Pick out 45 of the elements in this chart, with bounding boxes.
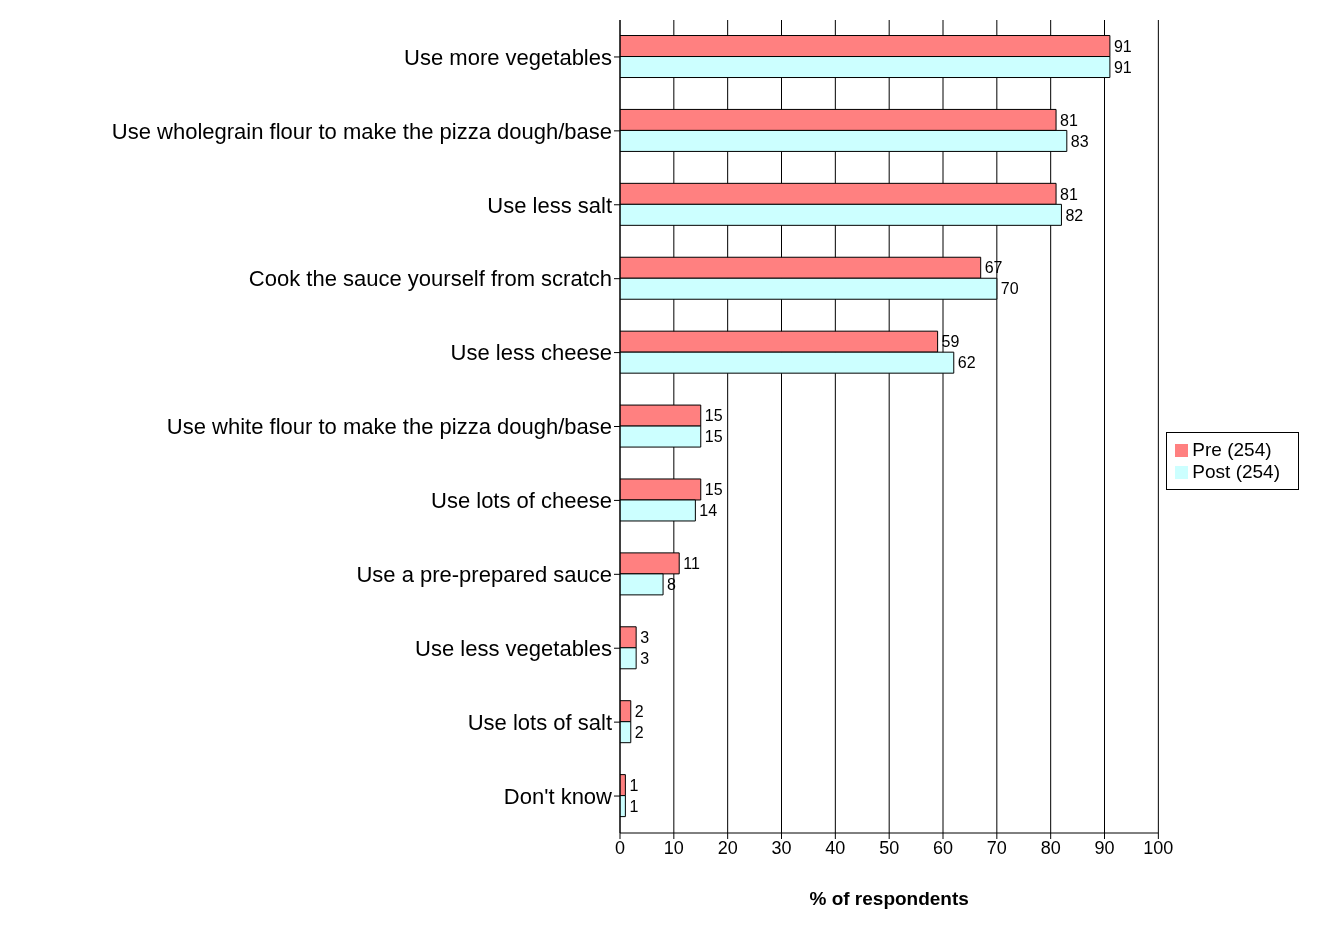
legend-label: Pre (254): [1192, 438, 1272, 460]
data-label: 11: [683, 555, 700, 573]
y-tick-label: Use white flour to make the pizza dough/base: [166, 414, 612, 440]
data-label: 14: [699, 502, 718, 520]
data-label: 1: [629, 797, 639, 815]
data-label: 3: [640, 628, 650, 646]
x-tick-label: 20: [717, 837, 738, 858]
x-tick-label: 10: [663, 837, 684, 858]
y-tick-label: Use lots of cheese: [431, 488, 612, 514]
y-tick-label: Use a pre-prepared sauce: [356, 562, 612, 588]
y-tick-label: Use less salt: [487, 192, 612, 218]
y-tick-label: Don't know: [503, 783, 613, 809]
x-tick-label: 80: [1040, 837, 1061, 858]
data-label: 82: [1065, 206, 1084, 224]
data-label: 15: [704, 407, 723, 425]
data-label: 70: [1000, 280, 1019, 298]
legend-label: Post (254): [1192, 460, 1280, 482]
x-tick-label: 50: [879, 837, 900, 858]
x-tick-label: 60: [932, 837, 954, 858]
x-tick-label: 70: [986, 837, 1007, 858]
data-label: 91: [1113, 58, 1132, 76]
data-label: 81: [1060, 185, 1078, 203]
x-tick-label: 40: [825, 837, 846, 858]
data-label: 2: [634, 702, 644, 720]
y-tick-label: Use more vegetables: [404, 44, 612, 70]
x-tick-label: 0: [614, 837, 626, 858]
y-tick-label: Use wholegrain flour to make the pizza dough/base: [111, 118, 612, 144]
x-tick-label: 90: [1094, 837, 1115, 858]
data-label: 91: [1113, 37, 1132, 55]
data-label: 81: [1060, 111, 1078, 129]
data-label: 15: [704, 481, 723, 499]
data-label: 3: [640, 649, 650, 667]
x-axis-title: % of respondents: [809, 888, 969, 909]
y-tick-label: Use less vegetables: [415, 636, 612, 662]
data-label: 83: [1070, 132, 1089, 150]
y-tick-label: Cook the sauce yourself from scratch: [248, 266, 612, 292]
data-label: 15: [704, 428, 723, 446]
data-label: 2: [634, 723, 644, 741]
x-tick-label: 30: [771, 837, 792, 858]
y-tick-label: Use lots of salt: [467, 709, 612, 735]
x-tick-label: 100: [1143, 837, 1174, 858]
data-label: 59: [941, 333, 960, 351]
y-tick-label: Use less cheese: [450, 340, 612, 366]
data-label: 1: [629, 776, 639, 794]
data-label: 62: [957, 354, 976, 372]
